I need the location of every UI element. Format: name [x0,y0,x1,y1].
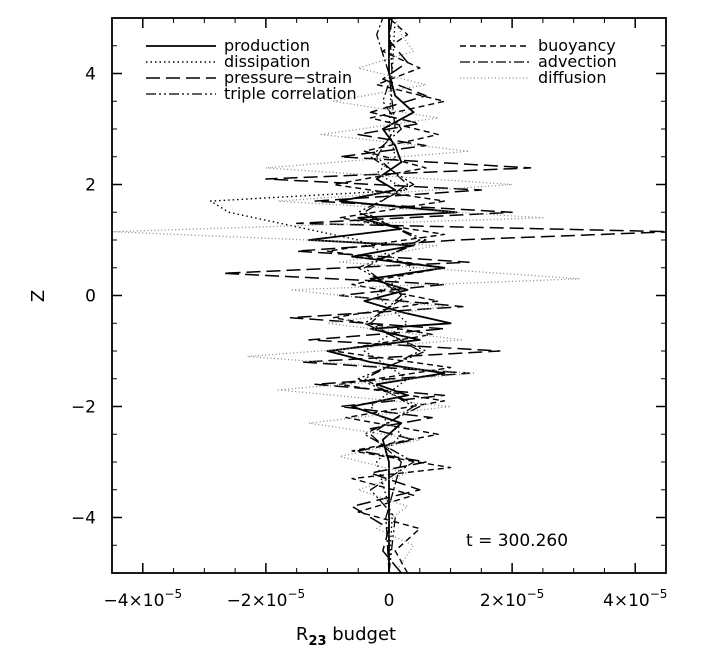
time-annotation: t = 300.260 [466,531,568,551]
series-layer [112,18,666,573]
x-tick-label: 4×10−5 [603,587,667,611]
x-tick-label: 0 [384,591,395,611]
y-tick-label: 4 [85,65,96,85]
legend-label-production: production [224,36,310,55]
y-tick-label: 2 [85,176,96,196]
y-tick-label: −2 [71,398,96,418]
x-tick-label: −4×10−5 [103,587,182,611]
series-diffusion [112,18,581,573]
legend-label-pressure-strain: pressure−strain [224,68,352,87]
legend-label-triple-correlation: triple correlation [224,84,357,103]
legend-label-diffusion: diffusion [538,68,606,87]
y-axis-label: Z [28,290,49,302]
x-axis-label: R23 budget [296,624,396,649]
series-buoyancy [326,18,452,573]
x-axis-label-sub: 23 [308,634,326,649]
ticks-layer: −4×10−5 −2×10−5 0 2×10−5 4×10−5 −4 −2 0 2 4 [71,17,667,611]
legend-label-advection: advection [538,52,617,71]
x-tick-label: 2×10−5 [480,587,544,611]
series-pressure-strain [222,18,666,573]
x-axis-label-main: R [296,624,309,645]
x-tick-label: −2×10−5 [227,587,306,611]
legend: productiondissipationpressure−straintrip… [146,36,617,103]
legend-label-dissipation: dissipation [224,52,310,71]
x-axis-label-rest: budget [327,624,397,645]
legend-label-buoyancy: buoyancy [538,36,616,55]
y-tick-label: −4 [71,509,96,529]
y-tick-label: 0 [85,287,96,307]
series-advection [363,18,421,573]
series-dissipation [209,18,415,573]
